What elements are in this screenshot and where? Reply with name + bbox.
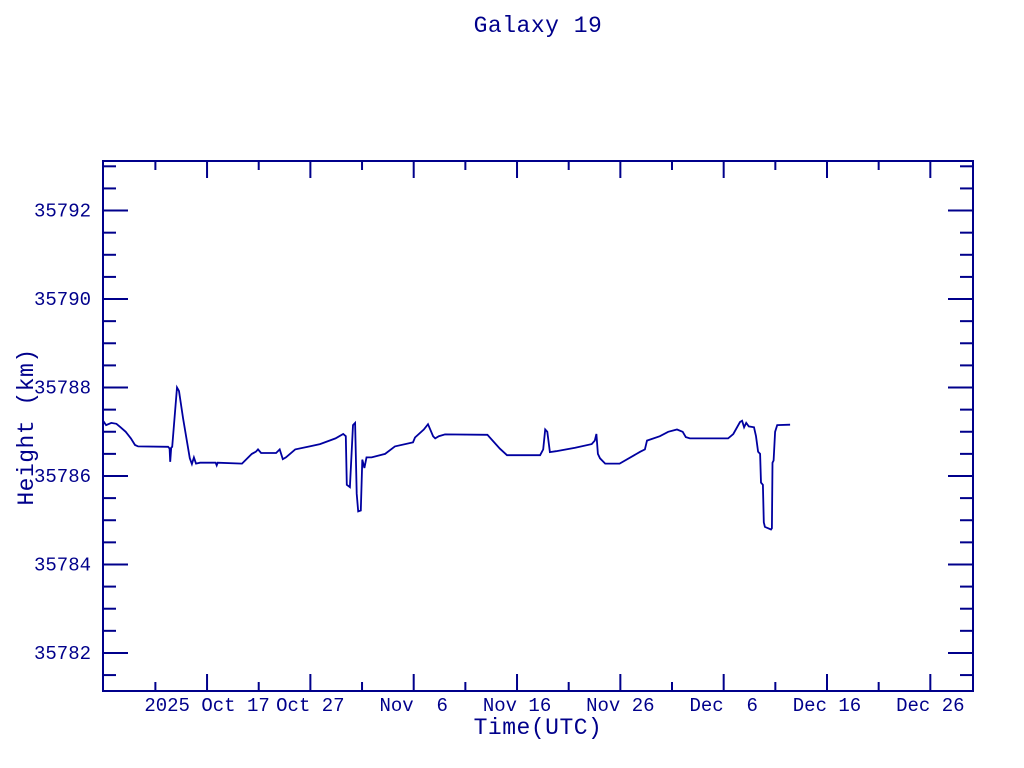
chart-title: Galaxy 19 xyxy=(473,13,603,39)
y-tick-label: 35784 xyxy=(34,554,91,576)
x-tick-label: Nov 26 xyxy=(586,695,654,717)
x-tick-label: Nov 6 xyxy=(379,695,447,717)
x-tick-label: Dec 6 xyxy=(689,695,757,717)
x-tick-label: 2025 Oct 17 xyxy=(144,695,269,717)
y-tick-label: 35782 xyxy=(34,643,91,665)
x-tick-label: Nov 16 xyxy=(483,695,551,717)
x-tick-label: Dec 16 xyxy=(793,695,861,717)
y-tick-label: 35788 xyxy=(34,378,91,400)
x-tick-label: Oct 27 xyxy=(276,695,344,717)
x-tick-label: Dec 26 xyxy=(896,695,964,717)
plot-border xyxy=(102,160,974,692)
height-series-line xyxy=(102,384,791,531)
y-tick-label: 35792 xyxy=(34,201,91,223)
x-axis-label: Time(UTC) xyxy=(473,715,603,741)
y-tick-label: 35786 xyxy=(34,466,91,488)
y-tick-label: 35790 xyxy=(34,289,91,311)
